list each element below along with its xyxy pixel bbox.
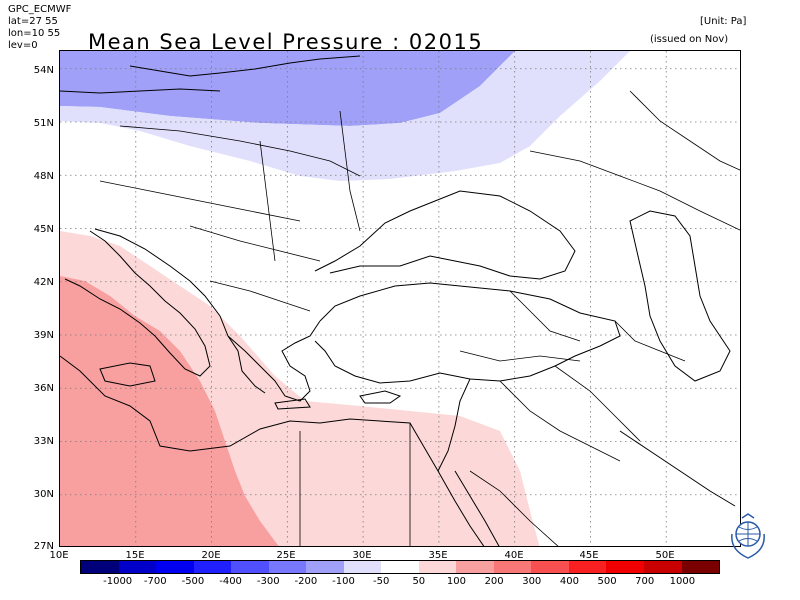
colorbar-swatch xyxy=(268,561,307,573)
colorbar-swatch xyxy=(156,561,194,573)
pressure-region-strong-negative xyxy=(60,51,515,126)
colorbar-label: -500 xyxy=(181,576,205,587)
x-tick-label: 25E xyxy=(276,550,296,561)
lat-range-label: lat=27 55 xyxy=(8,16,58,27)
colorbar-swatch xyxy=(643,561,682,573)
y-tick-label: 33N xyxy=(33,436,54,447)
colorbar-swatch xyxy=(606,561,644,573)
colorbar-swatch xyxy=(568,561,607,573)
unit-label: [Unit: Pa] xyxy=(700,16,747,27)
x-tick-label: 20E xyxy=(201,550,221,561)
colorbar-swatch xyxy=(456,561,494,573)
wmo-logo-icon xyxy=(731,513,765,559)
colorbar-swatch xyxy=(306,561,344,573)
level-label: lev=0 xyxy=(8,40,38,51)
colorbar-label: -700 xyxy=(143,576,167,587)
y-tick-label: 42N xyxy=(33,277,54,288)
colorbar-label: 1000 xyxy=(669,576,696,587)
y-tick-label: 30N xyxy=(33,489,54,500)
y-tick-label: 36N xyxy=(33,383,54,394)
colorbar-swatch xyxy=(231,561,269,573)
colorbar-swatch xyxy=(418,561,457,573)
lon-range-label: lon=10 55 xyxy=(8,28,61,39)
x-tick-label: 40E xyxy=(504,550,524,561)
x-tick-label: 50E xyxy=(655,550,675,561)
colorbar-swatch xyxy=(193,561,232,573)
colorbar-swatch xyxy=(81,561,119,573)
y-tick-label: 39N xyxy=(33,330,54,341)
issued-label: (issued on Nov) xyxy=(650,34,729,45)
map-canvas xyxy=(60,51,740,546)
colorbar-swatch xyxy=(531,561,569,573)
colorbar-swatch xyxy=(493,561,532,573)
x-tick-label: 30E xyxy=(352,550,372,561)
x-tick-label: 45E xyxy=(579,550,599,561)
x-tick-label: 10E xyxy=(49,550,69,561)
colorbar-label: -400 xyxy=(219,576,242,587)
colorbar-label: -100 xyxy=(332,576,355,587)
colorbar-label: -300 xyxy=(256,576,280,587)
y-tick-label: 45N xyxy=(33,224,54,235)
colorbar-swatch xyxy=(343,561,382,573)
x-tick-label: 35E xyxy=(428,550,448,561)
map-frame xyxy=(59,50,741,547)
colorbar-swatch xyxy=(681,561,720,573)
model-label: GPC_ECMWF xyxy=(8,4,72,15)
x-tick-label: 15E xyxy=(125,550,145,561)
y-tick-label: 27N xyxy=(33,541,54,552)
coastlines xyxy=(60,55,736,546)
colorbar-swatch xyxy=(381,561,419,573)
colorbar-label: 500 xyxy=(597,576,617,587)
colorbar-label: -50 xyxy=(373,576,390,587)
map-grid xyxy=(60,51,740,546)
colorbar-swatch xyxy=(118,561,157,573)
pressure-region-weak-negative xyxy=(60,51,630,181)
country-borders xyxy=(99,90,740,546)
colorbar-label: 100 xyxy=(446,576,467,587)
colorbar-label: -200 xyxy=(294,576,318,587)
colorbar-label: 400 xyxy=(559,576,579,587)
y-tick-label: 51N xyxy=(33,118,54,129)
y-tick-label: 54N xyxy=(33,65,54,76)
colorbar-label: -1000 xyxy=(103,576,133,587)
colorbar xyxy=(80,560,720,574)
colorbar-label: 700 xyxy=(635,576,655,587)
y-tick-label: 48N xyxy=(33,171,54,182)
colorbar-label: 300 xyxy=(522,576,542,587)
pressure-region-strong-positive xyxy=(60,276,279,546)
colorbar-label: 50 xyxy=(412,576,426,587)
colorbar-label: 200 xyxy=(484,576,504,587)
